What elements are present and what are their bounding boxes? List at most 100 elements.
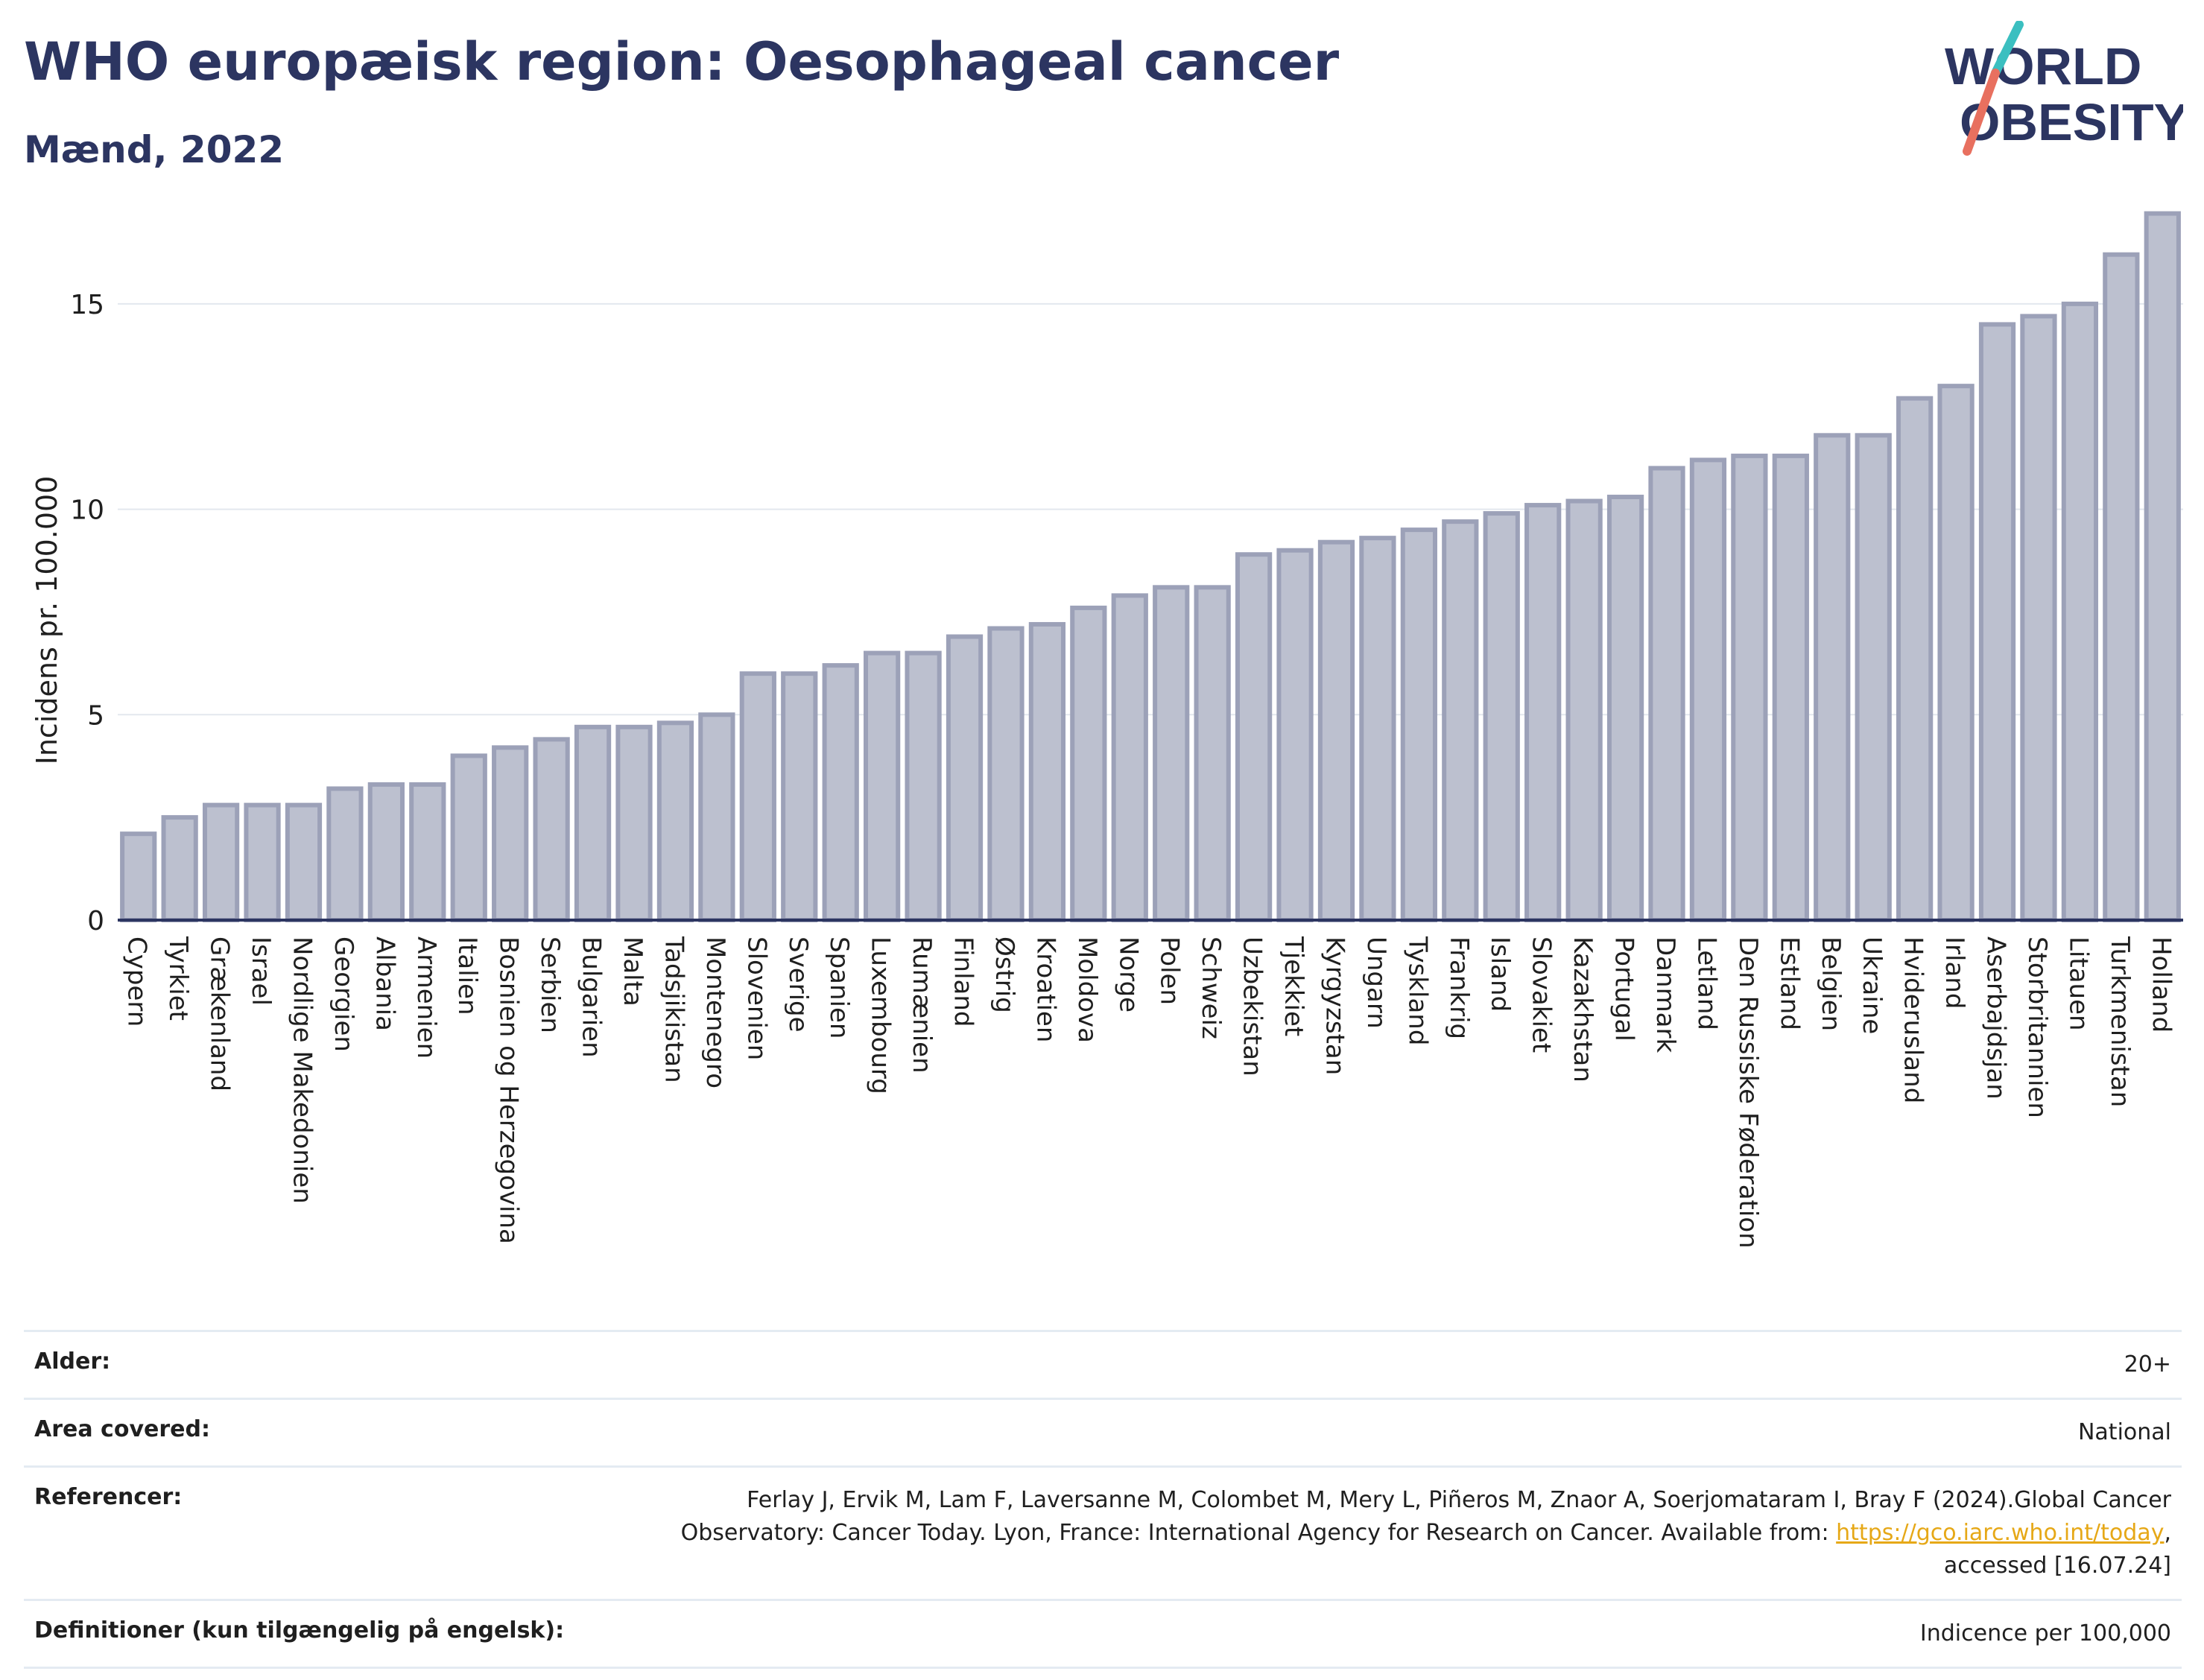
x-tick-label: Danmark [1650, 936, 1680, 1053]
bar [1731, 453, 1768, 922]
bar [905, 650, 942, 922]
x-tick-label: Den Russiske Føderation [1733, 936, 1763, 1249]
y-tick-label: 0 [87, 906, 104, 936]
bar [2144, 211, 2181, 923]
y-tick-labels: 0 5 10 15 [70, 290, 104, 936]
x-tick-label: Kyrgyzstan [1320, 936, 1349, 1075]
reference-line-3: accessed [16.07.24] [1943, 1553, 2171, 1579]
meta-value-area: National [2077, 1419, 2171, 1445]
x-tick-label: Irland [1939, 936, 1969, 1009]
x-tick-label: Holland [2146, 936, 2176, 1033]
x-tick-label: Cypern [122, 936, 152, 1027]
bar [1772, 453, 1809, 922]
meta-label-references: Referencer: [34, 1484, 183, 1510]
meta-value-age: 20+ [2124, 1351, 2171, 1378]
x-tick-label: Slovenien [741, 936, 771, 1060]
bar [285, 802, 323, 922]
logo-slash-teal [1991, 21, 2024, 77]
bar [1483, 511, 1520, 923]
bar [1978, 322, 2016, 922]
y-tick-label: 5 [87, 700, 104, 731]
meta-row-age: Alder: 20+ [24, 1330, 2182, 1398]
page-title: WHO europæisk region: Oesophageal cancer [24, 31, 1340, 92]
x-tick-label: Albania [370, 936, 399, 1031]
bar [1317, 539, 1355, 922]
bar [781, 671, 818, 923]
bar [1524, 503, 1562, 922]
x-tick-label: Tyrkiet [163, 936, 193, 1021]
x-tick-label: Serbien [535, 936, 565, 1033]
bar [946, 634, 984, 922]
bar [1814, 433, 1851, 923]
meta-value-references: Ferlay J, Ervik M, Lam F, Laversanne M, … [681, 1484, 2171, 1582]
x-tick-label: Ungarn [1361, 936, 1391, 1029]
meta-label-age: Alder: [34, 1348, 111, 1375]
bars [120, 211, 2181, 923]
bar [656, 720, 694, 922]
meta-row-area: Area covered: National [24, 1398, 2182, 1465]
y-tick-label: 15 [70, 290, 104, 320]
bar [2061, 301, 2099, 923]
x-tick-label: Belgien [1816, 936, 1846, 1031]
logo-text-world: WORLD [1945, 37, 2141, 95]
bar [864, 650, 901, 922]
metadata-table: Alder: 20+ Area covered: National Refere… [24, 1330, 2182, 1669]
reference-line-2-suffix: , [2164, 1520, 2171, 1546]
x-tick-label: Montenegro [700, 936, 730, 1088]
x-tick-label: Portugal [1609, 936, 1639, 1042]
bar [1235, 552, 1273, 922]
bar [326, 786, 364, 922]
bar [1855, 433, 1892, 923]
x-tick-label: Island [1485, 936, 1515, 1012]
bar [1565, 498, 1603, 922]
y-tick-label: 10 [70, 495, 104, 526]
bar [120, 831, 157, 923]
bar [822, 663, 859, 922]
x-tick-label: Israel [246, 936, 276, 1006]
bar [1937, 384, 1975, 922]
x-tick-label: Luxembourg [866, 936, 896, 1094]
reference-line-1: Ferlay J, Ervik M, Lam F, Laversanne M, … [747, 1487, 2171, 1513]
bar [244, 802, 281, 922]
bar [1153, 585, 1190, 922]
x-tick-label: Aserbajdsjan [1981, 936, 2011, 1100]
bar [1070, 605, 1107, 923]
logo-slash-coral [1963, 69, 2000, 156]
bar [2103, 252, 2140, 922]
x-tick-label: Frankrig [1444, 936, 1474, 1039]
x-tick-label: Finland [949, 936, 978, 1027]
x-tick-label: Kroatien [1030, 936, 1060, 1042]
x-tick-label: Tadsjikistan [659, 936, 688, 1083]
reference-link[interactable]: https://gco.iarc.who.int/today [1836, 1520, 2165, 1546]
meta-value-definitions: Indicence per 100,000 [1919, 1620, 2171, 1646]
x-tick-label: Hviderusland [1899, 936, 1928, 1103]
page-subtitle: Mænd, 2022 [24, 128, 285, 171]
bar [698, 712, 735, 922]
bar [2020, 314, 2057, 922]
x-tick-label: Spanien [824, 936, 854, 1039]
bar [492, 745, 529, 923]
logo-text-obesity: OBESITY [1960, 93, 2183, 151]
x-tick-label: Slovakiet [1527, 936, 1557, 1053]
bar-chart: 0 5 10 15 Cypern Tyrkiet Grækenland Israel Nord… [31, 211, 2183, 1249]
x-tick-label: Georgien [329, 936, 358, 1052]
bar [1442, 519, 1479, 923]
meta-label-area: Area covered: [34, 1416, 210, 1442]
bar [450, 753, 487, 923]
reference-line-2: Observatory: Cancer Today. Lyon, France:… [680, 1520, 1837, 1546]
x-tick-label: Tyskland [1402, 936, 1432, 1045]
bar [533, 737, 570, 922]
bar [1606, 495, 1644, 922]
x-tick-label: Storbritannien [2022, 936, 2052, 1118]
bar [987, 626, 1025, 922]
bar [1028, 621, 1066, 922]
bar [615, 724, 653, 922]
x-tick-label: Letland [1691, 936, 1721, 1030]
x-tick-label: Turkmenistan [2105, 936, 2135, 1107]
x-tick-label: Ukraine [1857, 936, 1887, 1034]
x-tick-label: Italien [452, 936, 482, 1015]
world-obesity-logo: WORLD OBESITY [1945, 21, 2183, 156]
y-axis-label: Incidens pr. 100.000 [31, 476, 63, 765]
bar [1400, 527, 1437, 922]
bar [1194, 585, 1231, 922]
